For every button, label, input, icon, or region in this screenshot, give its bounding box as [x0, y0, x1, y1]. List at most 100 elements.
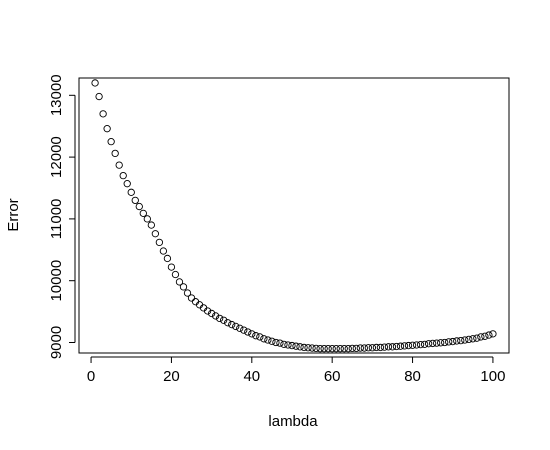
data-point [457, 336, 465, 345]
data-point [115, 161, 123, 169]
data-point [131, 196, 139, 205]
data-point [428, 339, 437, 348]
data-point [388, 343, 397, 351]
data-point [433, 339, 441, 347]
data-point [240, 326, 248, 334]
data-point [111, 149, 119, 158]
data-point [127, 188, 135, 196]
data-point [396, 342, 405, 350]
data-point [416, 341, 425, 349]
data-point [228, 320, 236, 329]
x-axis-title: lambda [268, 413, 318, 430]
y-tick-label: 9000 [48, 326, 65, 359]
data-point [296, 343, 304, 351]
data-point [123, 180, 131, 188]
data-point [485, 331, 493, 339]
data-point [155, 238, 164, 247]
y-axis: 9000 10000 11000 12000 13000 [48, 74, 76, 359]
data-point [143, 215, 151, 223]
data-point [364, 344, 372, 352]
data-point [103, 125, 111, 133]
data-point [300, 343, 308, 352]
data-point [412, 341, 421, 349]
x-tick-label: 80 [404, 368, 421, 385]
data-point [445, 338, 453, 346]
y-tick-label: 13000 [48, 74, 65, 116]
data-point [453, 337, 461, 345]
data-point [477, 333, 485, 341]
data-point [316, 345, 324, 353]
data-point [473, 334, 481, 342]
data-point [151, 230, 160, 238]
data-point [441, 338, 449, 347]
data-point [376, 343, 385, 352]
data-point [449, 337, 457, 346]
y-axis-title: Error [5, 198, 22, 231]
y-tick-label: 12000 [48, 136, 65, 178]
x-tick-label: 40 [243, 368, 260, 385]
x-tick-label: 100 [480, 368, 505, 385]
data-point [139, 209, 147, 217]
data-point [336, 345, 344, 353]
data-point [348, 344, 356, 353]
data-point [372, 343, 381, 352]
x-tick-label: 60 [324, 368, 341, 385]
data-point [320, 345, 328, 353]
data-point [392, 342, 401, 351]
data-point [107, 137, 115, 146]
data-point [276, 339, 284, 347]
data-point [260, 335, 268, 343]
x-axis: 0 20 40 60 80 100 [87, 356, 505, 385]
data-point [288, 341, 296, 350]
data-point [264, 336, 272, 344]
data-point [489, 330, 497, 338]
data-point [272, 338, 280, 347]
data-point [179, 283, 188, 291]
data-point [344, 345, 352, 353]
data-point [159, 247, 168, 255]
data-point [400, 342, 409, 350]
y-tick-label: 10000 [48, 260, 65, 302]
data-point [171, 270, 180, 279]
data-point [232, 322, 240, 331]
data-point [465, 335, 473, 344]
data-point [437, 339, 445, 347]
data-point [308, 344, 316, 352]
data-point [324, 345, 332, 353]
data-point [175, 278, 184, 286]
data-point [236, 324, 244, 332]
data-point [352, 344, 360, 353]
data-point [256, 333, 264, 341]
data-point [187, 294, 196, 302]
data-point [99, 110, 107, 118]
data-point [424, 340, 433, 348]
data-point [312, 344, 320, 353]
data-point [211, 312, 220, 320]
data-point [248, 330, 256, 338]
data-point [380, 343, 389, 351]
data-point [420, 340, 429, 348]
x-tick-label: 0 [87, 368, 95, 385]
data-point [220, 316, 228, 324]
data-point [207, 309, 216, 318]
data-point [284, 341, 292, 349]
data-point [360, 344, 368, 352]
data-points [91, 79, 497, 353]
data-point [340, 345, 348, 353]
data-point [481, 332, 489, 340]
data-point [332, 345, 340, 353]
plot-frame [78, 77, 510, 354]
data-point [404, 341, 413, 350]
data-point [167, 263, 176, 271]
data-point [119, 171, 127, 180]
x-tick-label: 20 [163, 368, 180, 385]
data-point [183, 289, 192, 297]
data-point [292, 342, 300, 350]
data-point [163, 254, 172, 263]
y-tick-label: 11000 [48, 199, 65, 240]
data-point [252, 332, 260, 340]
data-point [215, 314, 224, 323]
data-point [408, 341, 417, 349]
